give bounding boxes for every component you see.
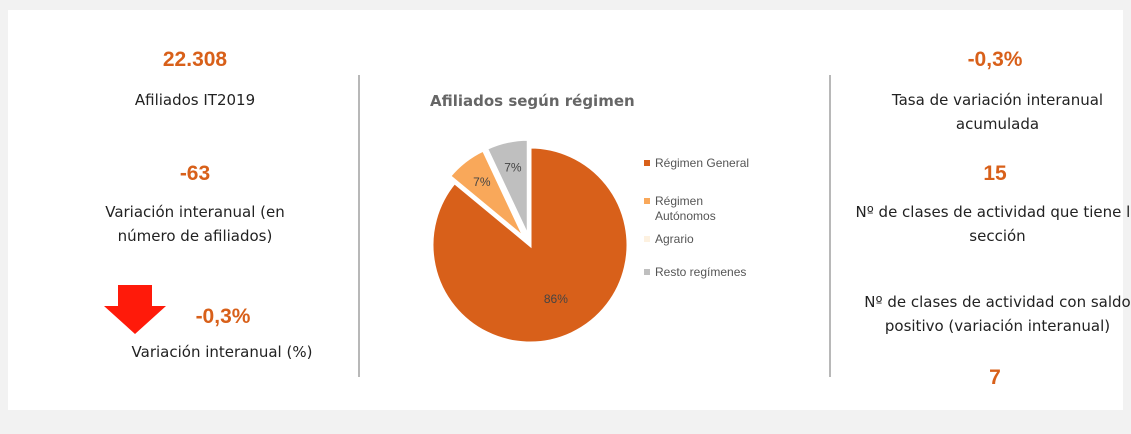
kpi-label: Tasa de variación interanual acumulada [891, 91, 1104, 133]
chart-title: Afiliados según régimen [430, 92, 635, 110]
kpi-value: -0,3% [967, 48, 1023, 71]
legend-swatch [644, 269, 650, 275]
divider [829, 75, 831, 377]
pie-slice [447, 148, 527, 240]
legend-label: Agrario [655, 232, 694, 246]
kpi-value: 7 [989, 366, 1001, 389]
kpi-value: -63 [179, 162, 211, 185]
pie-chart: 86% 7% 7% [430, 137, 630, 345]
kpi-label: Afiliados IT2019 [134, 91, 256, 109]
data-label: 86% [544, 292, 568, 306]
divider [358, 75, 360, 377]
legend-swatch [644, 160, 650, 166]
down-arrow [104, 285, 166, 334]
data-label: 7% [473, 175, 491, 189]
legend-entry: Régimen Autónomos [644, 194, 765, 224]
legend-entry: Resto regímenes [644, 265, 765, 280]
kpi-value: 22.308 [162, 48, 228, 71]
legend-entry: Agrario [644, 232, 765, 247]
legend-label: Régimen Autónomos [655, 194, 716, 223]
pie-slice [484, 137, 530, 238]
legend-entry: Régimen General [644, 156, 765, 171]
kpi-label: Variación interanual (%) [131, 343, 313, 361]
kpi-label: Nº de clases de actividad que tiene la s… [855, 203, 1131, 245]
legend-label: Régimen General [655, 156, 750, 170]
legend-label: Resto regímenes [655, 265, 747, 279]
data-label: 7% [504, 161, 522, 175]
kpi-label: Nº de clases de actividad con saldo posi… [864, 293, 1131, 335]
pie-slice [430, 145, 630, 345]
kpi-label: Variación interanual (en número de afili… [105, 203, 285, 245]
legend-swatch [644, 198, 650, 204]
legend-swatch [644, 236, 650, 242]
kpi-value: 15 [983, 162, 1007, 185]
kpi-value: -0,3% [195, 305, 251, 328]
